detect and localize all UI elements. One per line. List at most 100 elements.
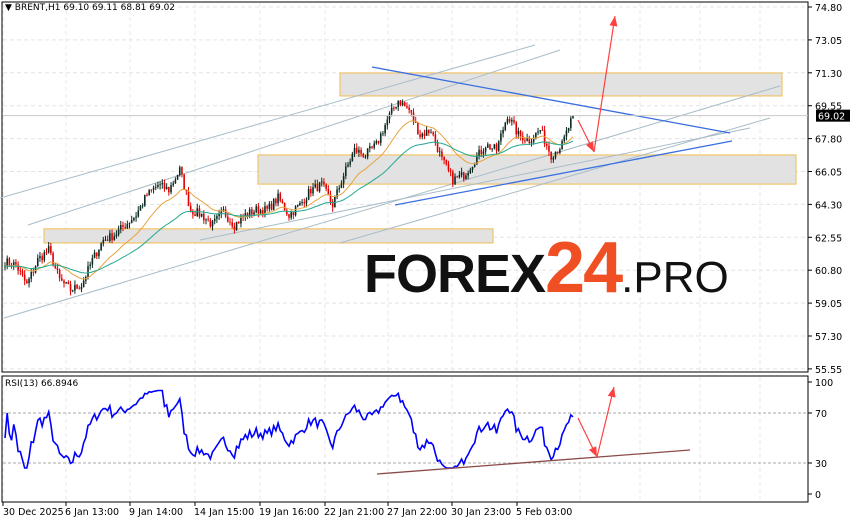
candle-body [104, 239, 107, 241]
candle-body [556, 151, 559, 153]
rsi-label: RSI(13) 66.8946 [5, 379, 79, 389]
candle-body [39, 256, 41, 259]
candle-body [8, 258, 11, 266]
triangle-down-icon[interactable]: ▼ [5, 3, 12, 13]
candle-body [506, 119, 509, 123]
candle-body [218, 213, 220, 217]
candle-body [43, 252, 46, 261]
candle-body [476, 156, 478, 165]
candle-body [528, 137, 531, 144]
candle-body [299, 202, 301, 206]
candle-body [213, 218, 216, 222]
candle-body [303, 201, 306, 204]
candle-body [102, 239, 105, 244]
candle-body [52, 253, 54, 266]
current-price-badge [816, 109, 850, 122]
candle-body [399, 100, 402, 106]
logo-part-24: 24 [545, 228, 623, 308]
candle-body [395, 106, 397, 109]
candle-body [403, 102, 406, 106]
candle-body [237, 221, 240, 224]
candle-body [423, 133, 426, 136]
candle-body [349, 161, 351, 165]
candle-body [373, 143, 375, 148]
price-axis-label: 60.80 [815, 266, 842, 277]
channel-line [199, 127, 751, 241]
candle-body [491, 148, 493, 150]
candle-body [30, 272, 33, 279]
candle-body [570, 118, 572, 128]
candle-body [100, 243, 102, 251]
candle-body [342, 175, 345, 184]
candle-body [286, 210, 288, 215]
candle-body [294, 206, 297, 216]
candle-body [67, 282, 70, 285]
candle-body [421, 133, 424, 137]
candle-body [460, 172, 463, 175]
candle-body [154, 186, 157, 188]
candle-body [425, 129, 428, 136]
candle-body [227, 216, 229, 222]
candle-body [133, 217, 135, 221]
candle-body [500, 133, 502, 142]
candle-body [314, 184, 317, 188]
candle-body [478, 149, 480, 157]
candle-body [58, 270, 61, 279]
candle-body [122, 225, 124, 227]
candle-body [50, 246, 52, 254]
candle-body [32, 272, 35, 273]
candle-body [139, 205, 142, 211]
candle-body [95, 252, 98, 257]
candle-body [270, 203, 273, 210]
logo-part-forex: FOREX [364, 244, 546, 304]
candle-body [192, 210, 194, 215]
candle-body [6, 258, 8, 267]
candle-body [231, 222, 233, 227]
candle-body [417, 122, 419, 135]
candle-body [264, 206, 266, 215]
candle-body [229, 221, 231, 223]
candle-body [572, 115, 574, 119]
arrow-up-icon-head [609, 16, 618, 27]
candle-body [430, 132, 432, 134]
candle-body [296, 205, 299, 207]
candle-body [211, 221, 214, 227]
candle-body [253, 212, 255, 215]
candle-body [137, 210, 140, 217]
candle-body [146, 195, 148, 196]
candle-body [329, 194, 332, 202]
candle-body [358, 149, 360, 153]
forex24-watermark: FOREX24.PRO [364, 232, 729, 304]
candle-body [189, 206, 192, 211]
candle-body [351, 153, 354, 162]
candle-body [185, 189, 188, 192]
candle-body [216, 216, 218, 219]
candle-body [375, 141, 378, 144]
price-axis-label: 69.55 [815, 102, 842, 113]
candle-body [89, 264, 91, 266]
price-axis-label: 66.05 [815, 168, 842, 179]
candle-body [530, 141, 533, 144]
candle-body [47, 246, 50, 253]
candle-body [222, 209, 225, 211]
candle-body [554, 151, 557, 158]
candle-body [279, 193, 282, 201]
candle-body [338, 187, 341, 190]
candle-body [484, 147, 487, 152]
candle-body [316, 184, 319, 192]
candle-body [537, 131, 539, 133]
candle-body [251, 209, 253, 215]
candle-body [244, 213, 247, 218]
candle-body [406, 105, 408, 108]
candle-body [465, 175, 467, 180]
candle-body [393, 107, 395, 109]
candle-body [82, 280, 85, 287]
price-axis-label: 64.30 [815, 200, 842, 211]
candle-body [532, 138, 535, 142]
candle-body [26, 280, 28, 284]
candle-body [261, 210, 264, 215]
candle-body [513, 120, 515, 123]
ma-fast-line [4, 120, 574, 280]
